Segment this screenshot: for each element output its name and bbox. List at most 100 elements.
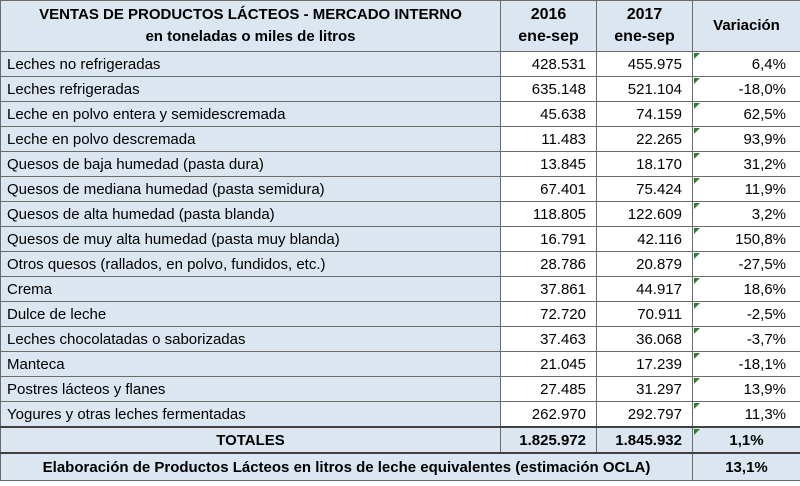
row-value-2017: 122.609 bbox=[596, 201, 693, 227]
row-variation: 3,2% bbox=[692, 201, 800, 227]
row-value-2016: 118.805 bbox=[500, 201, 597, 227]
row-variation-value: 150,8% bbox=[735, 230, 786, 248]
error-indicator-icon bbox=[694, 53, 700, 59]
row-label: Leches no refrigeradas bbox=[0, 51, 501, 77]
row-variation-value: 3,2% bbox=[751, 205, 786, 223]
row-value-2016: 37.861 bbox=[500, 276, 597, 302]
table-row: Manteca 21.045 17.239 -18,1% bbox=[0, 351, 800, 377]
totals-variation-value: 1,1% bbox=[729, 431, 764, 449]
note-variation: 13,1% bbox=[692, 452, 800, 481]
row-value-2016: 13.845 bbox=[500, 151, 597, 177]
row-value-2017: 20.879 bbox=[596, 251, 693, 277]
row-variation: 18,6% bbox=[692, 276, 800, 302]
row-value-2016: 27.485 bbox=[500, 376, 597, 402]
row-variation: -18,1% bbox=[692, 351, 800, 377]
row-variation: 62,5% bbox=[692, 101, 800, 127]
header-2017-period: ene-sep bbox=[614, 28, 675, 45]
table-row: Quesos de muy alta humedad (pasta muy bl… bbox=[0, 226, 800, 252]
row-value-2016: 635.148 bbox=[500, 76, 597, 102]
row-label: Postres lácteos y flanes bbox=[0, 376, 501, 402]
error-indicator-icon bbox=[694, 178, 700, 184]
row-variation: 31,2% bbox=[692, 151, 800, 177]
row-label: Leches chocolatadas o saborizadas bbox=[0, 326, 501, 352]
table-row: Quesos de mediana humedad (pasta semidur… bbox=[0, 176, 800, 202]
error-indicator-icon bbox=[694, 429, 700, 435]
header-2017-year: 2017 bbox=[626, 6, 663, 23]
error-indicator-icon bbox=[694, 128, 700, 134]
table-row: Quesos de alta humedad (pasta blanda) 118… bbox=[0, 201, 800, 227]
row-label: Quesos de alta humedad (pasta blanda) bbox=[0, 201, 501, 227]
error-indicator-icon bbox=[694, 328, 700, 334]
row-label: Otros quesos (rallados, en polvo, fundid… bbox=[0, 251, 501, 277]
error-indicator-icon bbox=[694, 153, 700, 159]
table-body: Leches no refrigeradas 428.531 455.975 6,4%… bbox=[0, 51, 800, 428]
error-indicator-icon bbox=[694, 403, 700, 409]
row-variation: -2,5% bbox=[692, 301, 800, 327]
row-label: Quesos de mediana humedad (pasta semidur… bbox=[0, 176, 501, 202]
row-variation: -18,0% bbox=[692, 76, 800, 102]
header-2016-period: ene-sep bbox=[518, 28, 579, 45]
row-label: Yogures y otras leches fermentadas bbox=[0, 401, 501, 428]
row-label: Dulce de leche bbox=[0, 301, 501, 327]
row-value-2017: 36.068 bbox=[596, 326, 693, 352]
row-variation-value: -2,5% bbox=[746, 305, 786, 323]
totals-label: TOTALES bbox=[0, 426, 501, 454]
row-value-2017: 74.159 bbox=[596, 101, 693, 127]
row-value-2017: 42.116 bbox=[596, 226, 693, 252]
row-variation-value: -18,0% bbox=[738, 80, 786, 98]
row-value-2017: 75.424 bbox=[596, 176, 693, 202]
table-row: Leches no refrigeradas 428.531 455.975 6,4% bbox=[0, 51, 800, 77]
table-row: Otros quesos (rallados, en polvo, fundid… bbox=[0, 251, 800, 277]
error-indicator-icon bbox=[694, 253, 700, 259]
row-value-2017: 22.265 bbox=[596, 126, 693, 152]
error-indicator-icon bbox=[694, 353, 700, 359]
row-label: Leches refrigeradas bbox=[0, 76, 501, 102]
row-label: Leche en polvo descremada bbox=[0, 126, 501, 152]
error-indicator-icon bbox=[694, 278, 700, 284]
row-label: Manteca bbox=[0, 351, 501, 377]
header-2016: 2016 ene-sep bbox=[500, 0, 597, 52]
row-label: Leche en polvo entera y semidescremada bbox=[0, 101, 501, 127]
row-variation-value: -27,5% bbox=[738, 255, 786, 273]
row-variation-value: 93,9% bbox=[743, 130, 786, 148]
row-variation-value: 11,3% bbox=[744, 405, 786, 423]
note-label: Elaboración de Productos Lácteos en litr… bbox=[0, 452, 693, 481]
row-value-2016: 72.720 bbox=[500, 301, 597, 327]
row-variation-value: -18,1% bbox=[738, 355, 786, 373]
header-2017: 2017 ene-sep bbox=[596, 0, 693, 52]
row-label: Quesos de muy alta humedad (pasta muy bl… bbox=[0, 226, 501, 252]
totals-row: TOTALES 1.825.972 1.845.932 1,1% bbox=[0, 426, 800, 454]
table-row: Yogures y otras leches fermentadas 262.97… bbox=[0, 401, 800, 428]
table-header-row: VENTAS DE PRODUCTOS LÁCTEOS - MERCADO IN… bbox=[0, 0, 800, 52]
row-variation-value: 11,9% bbox=[744, 180, 786, 198]
row-value-2016: 45.638 bbox=[500, 101, 597, 127]
row-variation: 6,4% bbox=[692, 51, 800, 77]
row-value-2017: 455.975 bbox=[596, 51, 693, 77]
row-variation: -27,5% bbox=[692, 251, 800, 277]
row-variation: 93,9% bbox=[692, 126, 800, 152]
error-indicator-icon bbox=[694, 228, 700, 234]
row-label: Crema bbox=[0, 276, 501, 302]
table-row: Postres lácteos y flanes 27.485 31.297 13,9… bbox=[0, 376, 800, 402]
error-indicator-icon bbox=[694, 303, 700, 309]
row-variation: 11,9% bbox=[692, 176, 800, 202]
error-indicator-icon bbox=[694, 203, 700, 209]
error-indicator-icon bbox=[694, 378, 700, 384]
row-value-2016: 28.786 bbox=[500, 251, 597, 277]
table-row: Leche en polvo descremada 11.483 22.265 93,… bbox=[0, 126, 800, 152]
row-value-2017: 44.917 bbox=[596, 276, 693, 302]
row-value-2017: 70.911 bbox=[596, 301, 693, 327]
error-indicator-icon bbox=[694, 103, 700, 109]
row-value-2016: 21.045 bbox=[500, 351, 597, 377]
table-row: Leche en polvo entera y semidescremada 45… bbox=[0, 101, 800, 127]
table-row: Leches refrigeradas 635.148 521.104 -18,0% bbox=[0, 76, 800, 102]
note-row: Elaboración de Productos Lácteos en litr… bbox=[0, 452, 800, 481]
row-variation-value: -3,7% bbox=[746, 330, 786, 348]
row-variation-value: 6,4% bbox=[751, 55, 786, 73]
row-value-2016: 262.970 bbox=[500, 401, 597, 428]
totals-2017: 1.845.932 bbox=[596, 426, 693, 454]
row-variation: 13,9% bbox=[692, 376, 800, 402]
row-variation-value: 62,5% bbox=[743, 105, 786, 123]
row-variation: 11,3% bbox=[692, 401, 800, 428]
